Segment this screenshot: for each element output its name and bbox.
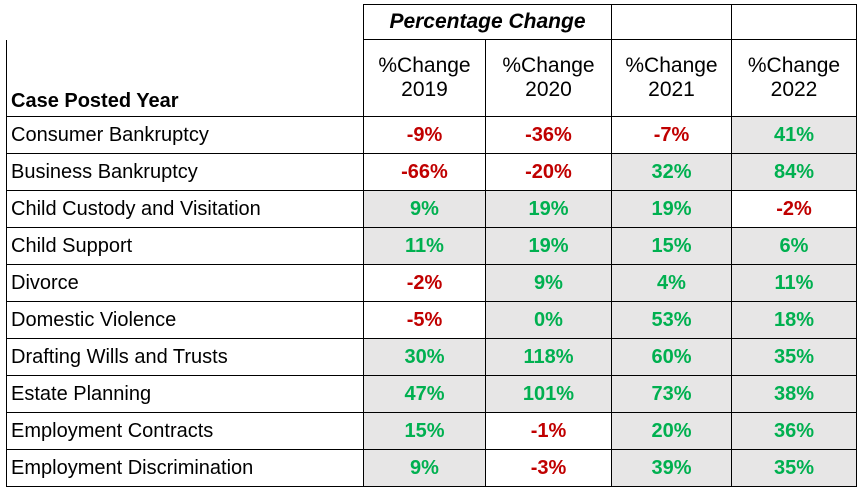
value-cell-2020: 19%	[485, 227, 612, 265]
row-label: Employment Contracts	[6, 412, 364, 450]
value-cell-2019: 47%	[363, 375, 486, 413]
value-cell-2020: -3%	[485, 449, 612, 487]
row-label: Estate Planning	[6, 375, 364, 413]
value-cell-2022: 6%	[731, 227, 857, 265]
value-cell-2019: 9%	[363, 190, 486, 228]
column-header-row-1: %Change %Change %Change %Change	[6, 39, 857, 78]
row-label: Employment Discrimination	[6, 449, 364, 487]
value-cell-2021: 73%	[611, 375, 732, 413]
col-header-year-2019: 2019	[363, 78, 486, 117]
super-header-row: Percentage Change	[6, 4, 857, 40]
col-header-year-2020: 2020	[485, 78, 612, 117]
value-cell-2021: 15%	[611, 227, 732, 265]
percentage-change-table: Percentage Change %Change %Change %Chang…	[6, 4, 857, 487]
value-cell-2021: 53%	[611, 301, 732, 339]
col-header-line1-2021: %Change	[611, 39, 732, 78]
value-cell-2022: -2%	[731, 190, 857, 228]
percentage-change-table-container: Percentage Change %Change %Change %Chang…	[6, 4, 857, 487]
value-cell-2022: 38%	[731, 375, 857, 413]
value-cell-2021: 20%	[611, 412, 732, 450]
super-header-blank-2022	[731, 4, 857, 40]
table-row: Drafting Wills and Trusts 30% 118% 60% 35%	[6, 338, 857, 376]
table-row: Child Custody and Visitation 9% 19% 19% -2%	[6, 190, 857, 228]
value-cell-2022: 35%	[731, 338, 857, 376]
col-header-line1-2022: %Change	[731, 39, 857, 78]
value-cell-2020: 118%	[485, 338, 612, 376]
value-cell-2019: 9%	[363, 449, 486, 487]
value-cell-2022: 18%	[731, 301, 857, 339]
table-row: Divorce -2% 9% 4% 11%	[6, 264, 857, 302]
row-header-spacer	[6, 39, 364, 78]
value-cell-2021: 60%	[611, 338, 732, 376]
row-label: Child Support	[6, 227, 364, 265]
corner-cell	[6, 4, 364, 40]
value-cell-2019: -9%	[363, 116, 486, 154]
col-header-year-2022: 2022	[731, 78, 857, 117]
table-row: Domestic Violence -5% 0% 53% 18%	[6, 301, 857, 339]
row-label: Consumer Bankruptcy	[6, 116, 364, 154]
value-cell-2020: 0%	[485, 301, 612, 339]
row-header-case-posted-year: Case Posted Year	[6, 78, 364, 117]
value-cell-2020: -20%	[485, 153, 612, 191]
value-cell-2019: -66%	[363, 153, 486, 191]
value-cell-2021: -7%	[611, 116, 732, 154]
value-cell-2019: 11%	[363, 227, 486, 265]
value-cell-2020: 9%	[485, 264, 612, 302]
table-row: Estate Planning 47% 101% 73% 38%	[6, 375, 857, 413]
table-row: Consumer Bankruptcy -9% -36% -7% 41%	[6, 116, 857, 154]
value-cell-2019: -2%	[363, 264, 486, 302]
table-row: Child Support 11% 19% 15% 6%	[6, 227, 857, 265]
value-cell-2019: 30%	[363, 338, 486, 376]
value-cell-2022: 35%	[731, 449, 857, 487]
col-header-line1-2020: %Change	[485, 39, 612, 78]
row-label: Divorce	[6, 264, 364, 302]
value-cell-2021: 4%	[611, 264, 732, 302]
value-cell-2022: 84%	[731, 153, 857, 191]
value-cell-2020: 101%	[485, 375, 612, 413]
table-row: Business Bankruptcy -66% -20% 32% 84%	[6, 153, 857, 191]
col-header-year-2021: 2021	[611, 78, 732, 117]
super-header-percentage-change: Percentage Change	[363, 4, 612, 40]
value-cell-2021: 19%	[611, 190, 732, 228]
table-row: Employment Contracts 15% -1% 20% 36%	[6, 412, 857, 450]
value-cell-2019: -5%	[363, 301, 486, 339]
value-cell-2021: 32%	[611, 153, 732, 191]
super-header-blank-2021	[611, 4, 732, 40]
column-header-row-2: Case Posted Year 2019 2020 2021 2022	[6, 78, 857, 117]
table-row: Employment Discrimination 9% -3% 39% 35%	[6, 449, 857, 487]
row-label: Domestic Violence	[6, 301, 364, 339]
row-label: Child Custody and Visitation	[6, 190, 364, 228]
value-cell-2022: 11%	[731, 264, 857, 302]
value-cell-2020: 19%	[485, 190, 612, 228]
value-cell-2020: -1%	[485, 412, 612, 450]
col-header-line1-2019: %Change	[363, 39, 486, 78]
value-cell-2021: 39%	[611, 449, 732, 487]
value-cell-2022: 41%	[731, 116, 857, 154]
row-label: Drafting Wills and Trusts	[6, 338, 364, 376]
value-cell-2019: 15%	[363, 412, 486, 450]
value-cell-2022: 36%	[731, 412, 857, 450]
row-label: Business Bankruptcy	[6, 153, 364, 191]
value-cell-2020: -36%	[485, 116, 612, 154]
